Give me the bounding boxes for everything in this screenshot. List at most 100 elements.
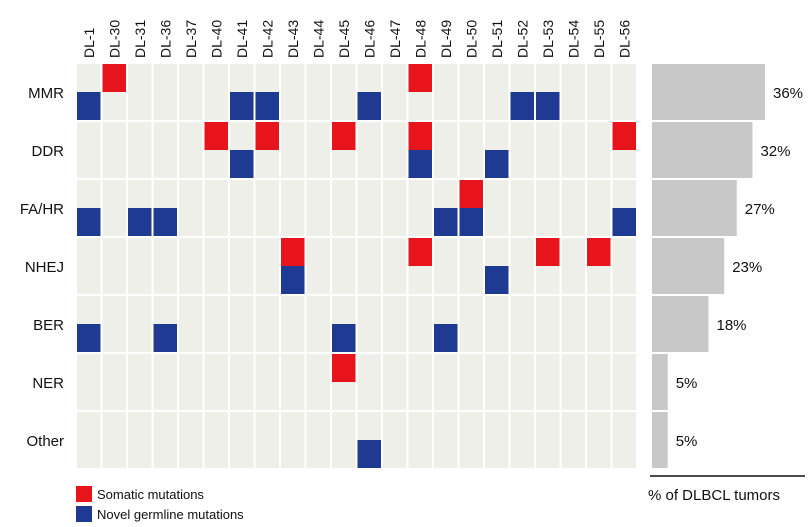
empty-cell bbox=[332, 382, 356, 410]
empty-cell bbox=[179, 208, 203, 236]
empty-cell bbox=[77, 150, 101, 178]
row-label-mmr: MMR bbox=[28, 85, 64, 102]
sample-label-dl-56: DL-56 bbox=[616, 20, 632, 58]
somatic-mark bbox=[102, 64, 126, 92]
empty-cell bbox=[255, 440, 279, 468]
empty-cell bbox=[77, 354, 101, 382]
percent-label-ber: 18% bbox=[717, 317, 747, 334]
empty-cell bbox=[230, 238, 254, 266]
empty-cell bbox=[459, 440, 483, 468]
legend-item-germline: Novel germline mutations bbox=[76, 504, 244, 524]
empty-cell bbox=[153, 440, 177, 468]
empty-cell bbox=[536, 122, 560, 150]
sample-label-dl-52: DL-52 bbox=[514, 20, 530, 58]
empty-cell bbox=[459, 382, 483, 410]
empty-cell bbox=[204, 354, 228, 382]
empty-cell bbox=[587, 208, 611, 236]
germline-mark bbox=[510, 92, 534, 120]
somatic-mark bbox=[332, 122, 356, 150]
empty-cell bbox=[561, 296, 585, 324]
empty-cell bbox=[102, 354, 126, 382]
empty-cell bbox=[357, 324, 381, 352]
empty-cell bbox=[383, 266, 407, 294]
empty-cell bbox=[536, 64, 560, 92]
empty-cell bbox=[179, 324, 203, 352]
empty-cell bbox=[383, 238, 407, 266]
empty-cell bbox=[357, 296, 381, 324]
sample-label-dl-45: DL-45 bbox=[336, 20, 352, 58]
empty-cell bbox=[459, 324, 483, 352]
empty-cell bbox=[408, 354, 432, 382]
percent-label-other: 5% bbox=[676, 433, 698, 450]
empty-cell bbox=[230, 412, 254, 440]
somatic-mark bbox=[255, 122, 279, 150]
empty-cell bbox=[485, 92, 509, 120]
empty-cell bbox=[612, 354, 636, 382]
percent-bar-other bbox=[652, 412, 668, 468]
germline-mark bbox=[77, 208, 101, 236]
empty-cell bbox=[128, 296, 152, 324]
empty-cell bbox=[459, 266, 483, 294]
empty-cell bbox=[77, 440, 101, 468]
empty-cell bbox=[561, 92, 585, 120]
empty-cell bbox=[230, 208, 254, 236]
empty-cell bbox=[357, 266, 381, 294]
germline-mark bbox=[459, 208, 483, 236]
empty-cell bbox=[230, 296, 254, 324]
sample-label-dl-55: DL-55 bbox=[591, 20, 607, 58]
empty-cell bbox=[179, 150, 203, 178]
empty-cell bbox=[179, 412, 203, 440]
empty-cell bbox=[510, 266, 534, 294]
empty-cell bbox=[383, 296, 407, 324]
empty-cell bbox=[485, 180, 509, 208]
empty-cell bbox=[255, 412, 279, 440]
empty-cell bbox=[434, 150, 458, 178]
empty-cell bbox=[485, 64, 509, 92]
germline-mark bbox=[536, 92, 560, 120]
empty-cell bbox=[77, 238, 101, 266]
empty-cell bbox=[612, 64, 636, 92]
empty-cell bbox=[255, 238, 279, 266]
empty-cell bbox=[587, 324, 611, 352]
somatic-mark bbox=[332, 354, 356, 382]
germline-mark bbox=[255, 92, 279, 120]
somatic-mark bbox=[408, 122, 432, 150]
empty-cell bbox=[102, 150, 126, 178]
empty-cell bbox=[281, 208, 305, 236]
empty-cell bbox=[510, 440, 534, 468]
empty-cell bbox=[434, 122, 458, 150]
empty-cell bbox=[510, 64, 534, 92]
empty-cell bbox=[510, 296, 534, 324]
germline-mark bbox=[230, 150, 254, 178]
empty-cell bbox=[204, 64, 228, 92]
empty-cell bbox=[102, 296, 126, 324]
empty-cell bbox=[77, 266, 101, 294]
empty-cell bbox=[332, 180, 356, 208]
empty-cell bbox=[128, 382, 152, 410]
empty-cell bbox=[102, 382, 126, 410]
empty-cell bbox=[434, 92, 458, 120]
sample-label-dl-30: DL-30 bbox=[106, 20, 122, 58]
empty-cell bbox=[306, 208, 330, 236]
somatic-mark bbox=[612, 122, 636, 150]
empty-cell bbox=[281, 92, 305, 120]
sample-label-dl-36: DL-36 bbox=[157, 20, 173, 58]
empty-cell bbox=[612, 238, 636, 266]
empty-cell bbox=[102, 208, 126, 236]
empty-cell bbox=[179, 440, 203, 468]
legend-label-germline: Novel germline mutations bbox=[97, 506, 244, 522]
empty-cell bbox=[255, 150, 279, 178]
row-label-ddr: DDR bbox=[32, 143, 65, 160]
empty-cell bbox=[383, 440, 407, 468]
empty-cell bbox=[536, 296, 560, 324]
empty-cell bbox=[332, 440, 356, 468]
empty-cell bbox=[230, 382, 254, 410]
empty-cell bbox=[281, 180, 305, 208]
somatic-mark bbox=[459, 180, 483, 208]
empty-cell bbox=[561, 382, 585, 410]
empty-cell bbox=[281, 412, 305, 440]
empty-cell bbox=[536, 440, 560, 468]
empty-cell bbox=[408, 266, 432, 294]
empty-cell bbox=[128, 266, 152, 294]
